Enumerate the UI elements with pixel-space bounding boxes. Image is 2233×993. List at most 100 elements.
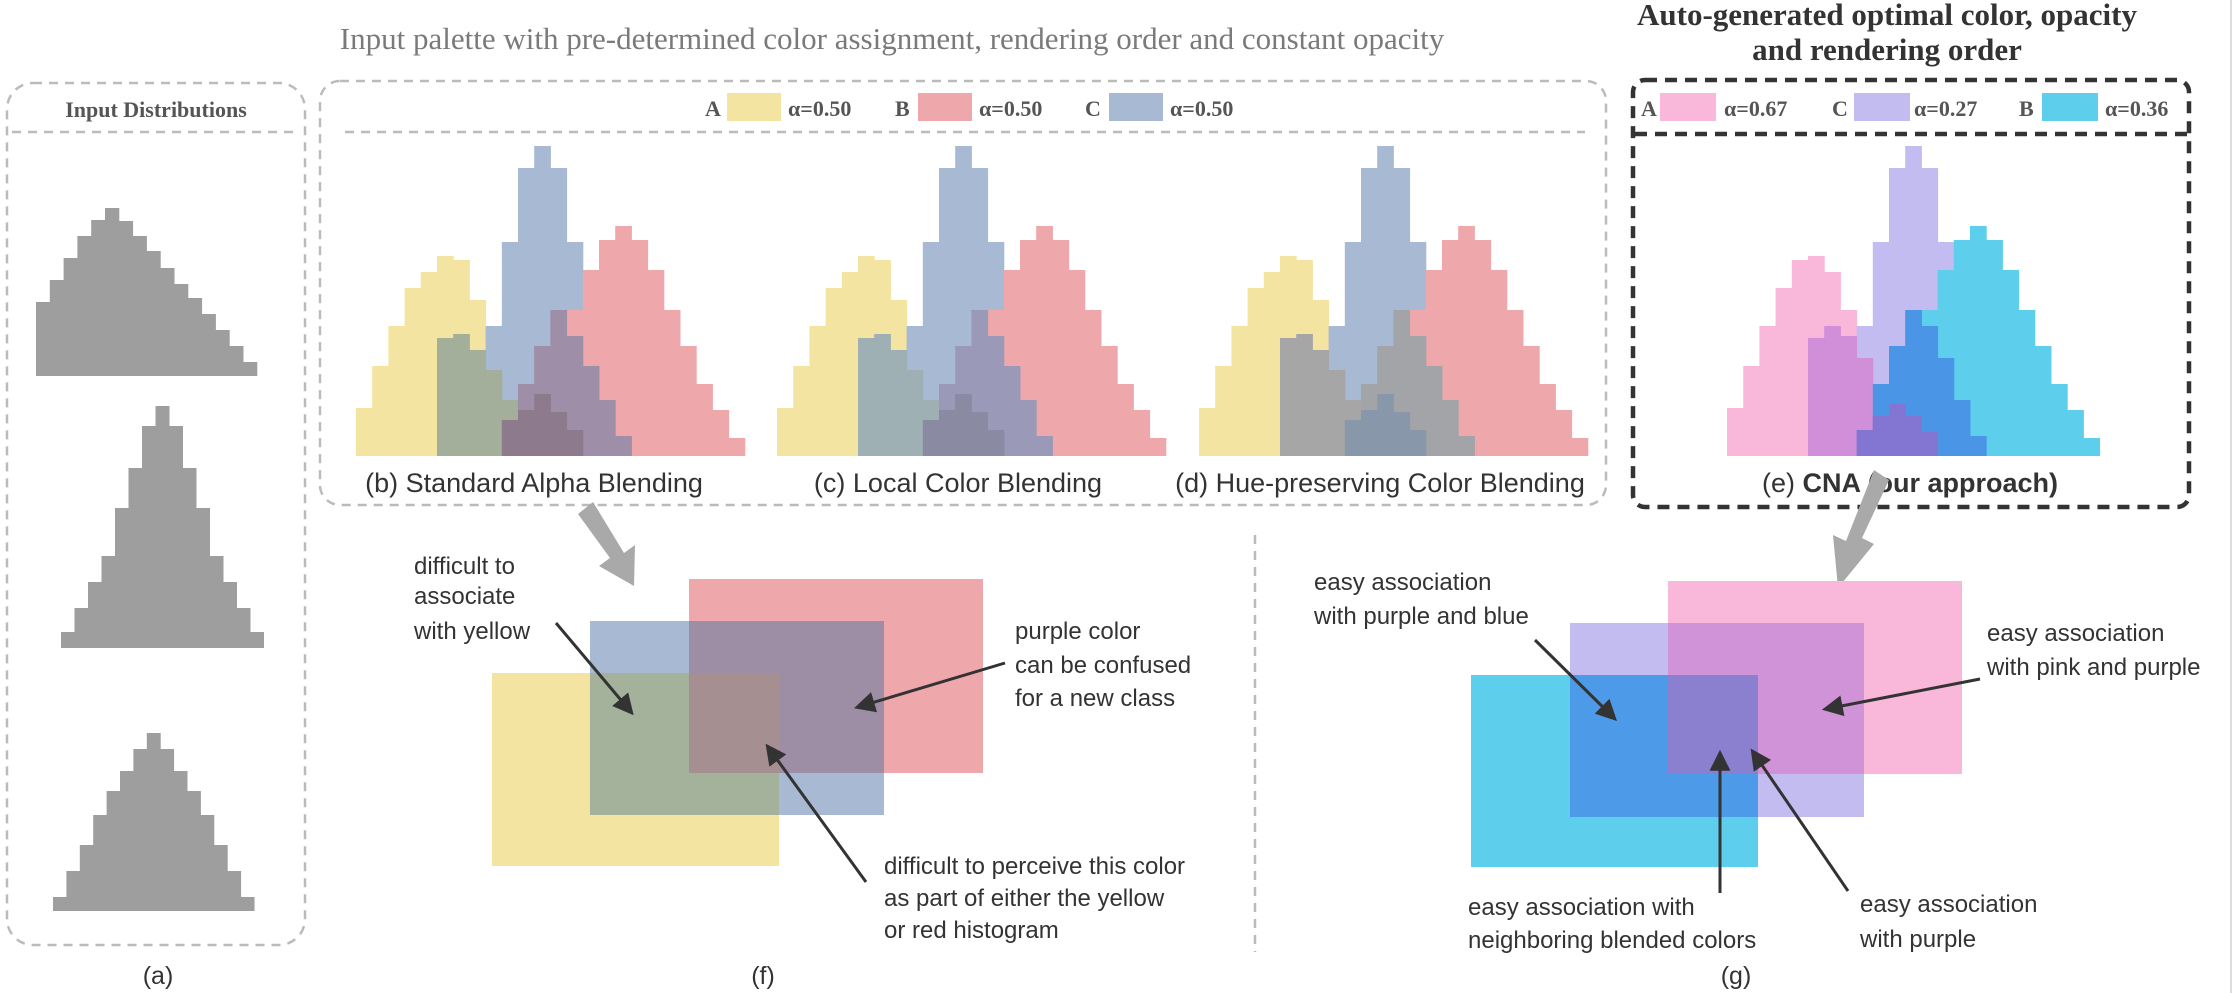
overlap-b-c bbox=[1036, 436, 1053, 456]
input-histogram-bar bbox=[79, 845, 94, 911]
overlap-b-c bbox=[1003, 366, 1021, 456]
input-histogram-bar bbox=[118, 221, 134, 376]
histogram-bar-b bbox=[1133, 410, 1151, 456]
input-histogram-bar bbox=[77, 236, 92, 376]
overlap-a-c bbox=[1312, 350, 1330, 456]
input-histogram-bar bbox=[91, 220, 106, 376]
arrow-to-g bbox=[1833, 470, 1889, 588]
panel-g-rectangles bbox=[1471, 581, 1962, 867]
overlap-a-c bbox=[1808, 338, 1825, 456]
histogram-bar-b bbox=[1117, 384, 1134, 456]
histogram-bar-a bbox=[1743, 366, 1760, 456]
standard-alpha-blending-histograms bbox=[356, 146, 746, 456]
f-arrow-purple bbox=[853, 661, 1006, 713]
input-histogram-bar bbox=[146, 733, 161, 911]
input-histogram-bar bbox=[93, 815, 108, 911]
histogram-bar-b bbox=[1539, 384, 1556, 456]
svg-text:difficult to perceive this col: difficult to perceive this color as part… bbox=[884, 853, 1192, 944]
histogram-bar-b bbox=[1986, 240, 2003, 456]
histogram-bar-a bbox=[372, 366, 389, 456]
input-histogram-bar bbox=[49, 280, 65, 376]
caption-d: (d) Hue-preserving Color Blending bbox=[1175, 468, 1585, 498]
input-histogram-bar bbox=[236, 608, 251, 648]
overlap-a-c bbox=[485, 370, 503, 456]
histogram-bar-b bbox=[1036, 226, 1053, 456]
out-legend-letter-a: A bbox=[1641, 96, 1657, 121]
g-arrow-pu bbox=[1750, 748, 1850, 892]
overlap-a-c bbox=[453, 334, 470, 456]
legend-swatch-b bbox=[918, 93, 972, 121]
g-triple-overlap bbox=[1668, 675, 1758, 774]
overlap-b-c bbox=[1442, 400, 1459, 456]
input-histogram-bar bbox=[240, 897, 255, 911]
histogram-bar-b bbox=[1458, 226, 1475, 456]
overlap-b-c bbox=[1458, 436, 1475, 456]
input-histogram-bar bbox=[182, 468, 197, 648]
svg-text:purple color can be conf: purple color can be confused for a new c… bbox=[1015, 618, 1198, 712]
caption-g: (g) bbox=[1721, 962, 1752, 990]
overlap-a-c bbox=[1328, 370, 1346, 456]
g-ann-pu-1: easy association bbox=[1860, 891, 2037, 918]
overlap-a-c bbox=[1840, 336, 1858, 456]
histogram-bar-a bbox=[404, 288, 422, 456]
overlap-a-b-c bbox=[566, 430, 584, 456]
f-ann-perceive-2: as part of either the yellow bbox=[884, 885, 1165, 912]
input-histogram-bar bbox=[142, 426, 156, 648]
svg-text:easy association with pi: easy association with pink and purple bbox=[1986, 620, 2200, 681]
input-histogram-bar bbox=[120, 771, 134, 911]
out-legend-alpha-b: α=0.36 bbox=[2105, 96, 2168, 121]
input-histogram-bar bbox=[174, 284, 189, 376]
histogram-bar-a bbox=[841, 272, 859, 456]
legend-letter-a: A bbox=[705, 96, 721, 121]
g-ann-pu-2: with purple bbox=[1859, 926, 1976, 953]
overlap-a-b-c bbox=[1361, 410, 1378, 456]
input-palette-title: Input palette with pre-determined color … bbox=[340, 21, 1445, 56]
panel-f-rectangles bbox=[492, 579, 983, 866]
input-histogram-bar bbox=[223, 582, 237, 648]
input-histogram-bar bbox=[187, 298, 203, 376]
histogram-bar-b bbox=[1068, 270, 1086, 456]
histogram-bar-b bbox=[1052, 240, 1070, 456]
f-ann-yellow-3: with yellow bbox=[413, 618, 531, 645]
overlap-a-c bbox=[906, 370, 924, 456]
f-yellow-blue-overlap bbox=[590, 673, 689, 815]
input-histogram-bar bbox=[115, 508, 129, 648]
input-histogram-1 bbox=[36, 208, 258, 376]
panel-g-annotations: easy association with purple and blue ea… bbox=[1313, 569, 2200, 954]
overlap-a-b-c bbox=[1921, 432, 1939, 456]
f-yellow-blue-lower bbox=[689, 773, 779, 815]
overlap-a-c bbox=[1824, 326, 1841, 456]
g-ann-nb-2: neighboring blended colors bbox=[1468, 927, 1756, 954]
histogram-bar-a bbox=[388, 326, 406, 456]
histogram-bar-b bbox=[631, 240, 649, 456]
f-arrow-perceive bbox=[765, 743, 868, 883]
overlap-a-b-c bbox=[518, 410, 535, 456]
histogram-bar-a bbox=[1247, 288, 1265, 456]
overlap-a-b-c bbox=[1856, 430, 1874, 456]
f-ann-perceive-1: difficult to perceive this color bbox=[884, 853, 1185, 880]
input-histogram-bar bbox=[196, 508, 210, 648]
overlap-a-b-c bbox=[987, 430, 1005, 456]
histogram-bar-b bbox=[2067, 410, 2084, 456]
overlap-a-c bbox=[1280, 338, 1297, 456]
input-histogram-bar bbox=[63, 258, 78, 376]
svg-text:easy association with pu: easy association with purple and blue bbox=[1313, 569, 1529, 630]
overlap-b-c bbox=[1425, 366, 1443, 456]
histogram-bar-a bbox=[1759, 326, 1777, 456]
g-ann-pp-1: easy association bbox=[1987, 620, 2164, 647]
out-legend-swatch-c bbox=[1854, 93, 1910, 121]
cna-blended-histograms bbox=[1727, 146, 2101, 456]
overlap-a-b-c bbox=[1344, 420, 1362, 456]
g-ann-pb-1: easy association bbox=[1314, 569, 1491, 596]
histogram-bar-a bbox=[825, 288, 843, 456]
histogram-bar-b bbox=[1571, 438, 1589, 456]
svg-text:easy association with pu: easy association with purple bbox=[1859, 891, 2044, 953]
overlap-a-c bbox=[890, 350, 908, 456]
legend-swatch-a bbox=[727, 93, 781, 121]
histogram-bar-b bbox=[1555, 410, 1573, 456]
out-legend-letter-b: B bbox=[2019, 96, 2034, 121]
input-histogram-bar bbox=[243, 362, 258, 376]
arrow-to-f bbox=[578, 502, 635, 586]
legend-alpha-b: α=0.50 bbox=[979, 96, 1042, 121]
